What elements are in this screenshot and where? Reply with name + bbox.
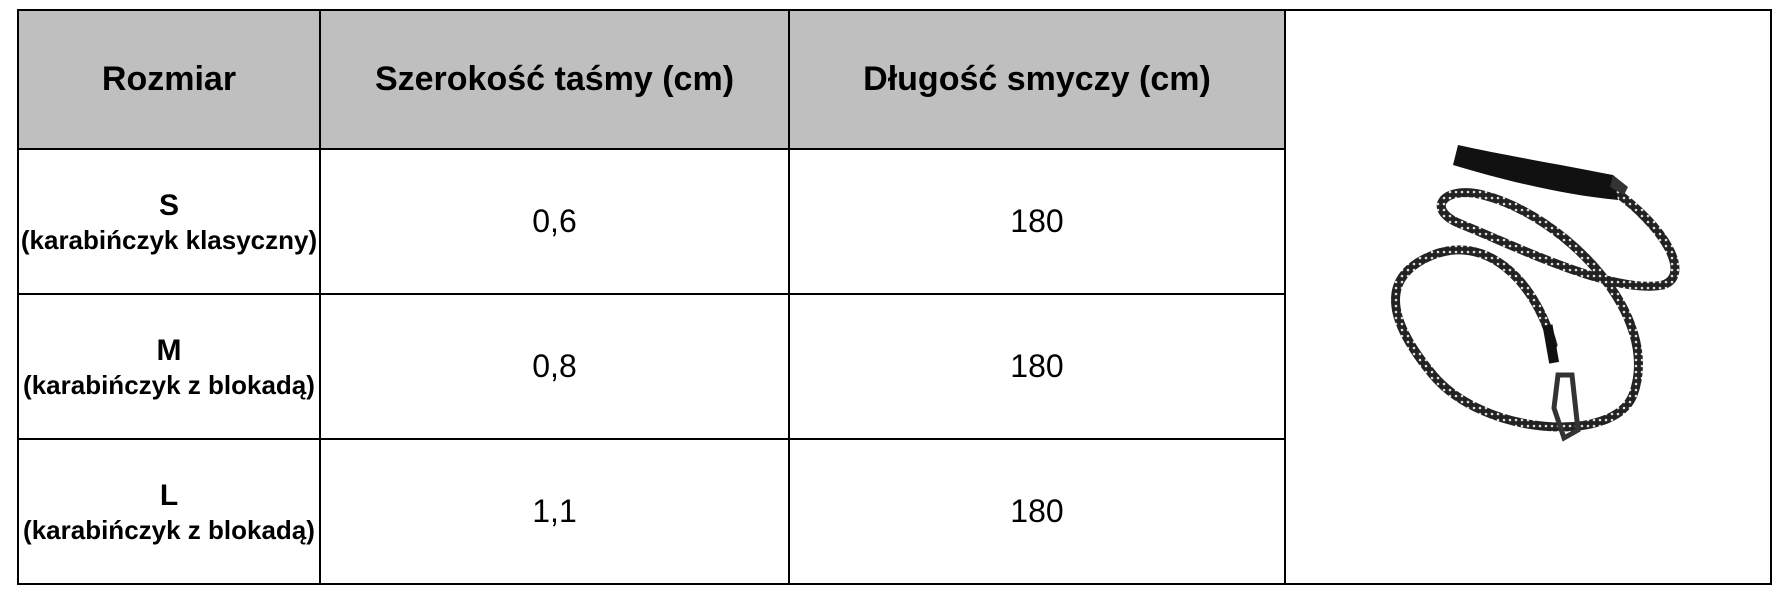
- length-cell: 180: [788, 438, 1286, 585]
- length-cell: 180: [788, 293, 1286, 440]
- size-cell: S (karabińczyk klasyczny): [17, 148, 321, 295]
- leash-image: [1391, 144, 1680, 442]
- size-letter: L: [159, 478, 179, 512]
- length-cell: 180: [788, 148, 1286, 295]
- size-cell: L (karabińczyk z blokadą): [17, 438, 321, 585]
- size-note: (karabińczyk z blokadą): [23, 370, 315, 400]
- product-image-cell: [1284, 9, 1772, 585]
- size-note: (karabińczyk z blokadą): [23, 515, 315, 545]
- width-cell: 0,8: [319, 293, 790, 440]
- size-letter: S: [158, 188, 179, 222]
- table-row: M (karabińczyk z blokadą) 0,8 180: [17, 293, 1771, 440]
- size-table: Rozmiar Szerokość taśmy (cm) Długość smy…: [17, 9, 1772, 585]
- table-row: L (karabińczyk z blokadą) 1,1 180: [17, 438, 1771, 585]
- header-width: Szerokość taśmy (cm): [319, 9, 790, 150]
- width-cell: 1,1: [319, 438, 790, 585]
- table-row: S (karabińczyk klasyczny) 0,6 180: [17, 148, 1771, 295]
- size-cell: M (karabińczyk z blokadą): [17, 293, 321, 440]
- size-letter: M: [156, 333, 182, 367]
- width-cell: 0,6: [319, 148, 790, 295]
- size-note: (karabińczyk klasyczny): [20, 225, 318, 255]
- header-row: Rozmiar Szerokość taśmy (cm) Długość smy…: [17, 9, 1772, 585]
- header-size: Rozmiar: [17, 9, 321, 150]
- header-length: Długość smyczy (cm): [788, 9, 1286, 150]
